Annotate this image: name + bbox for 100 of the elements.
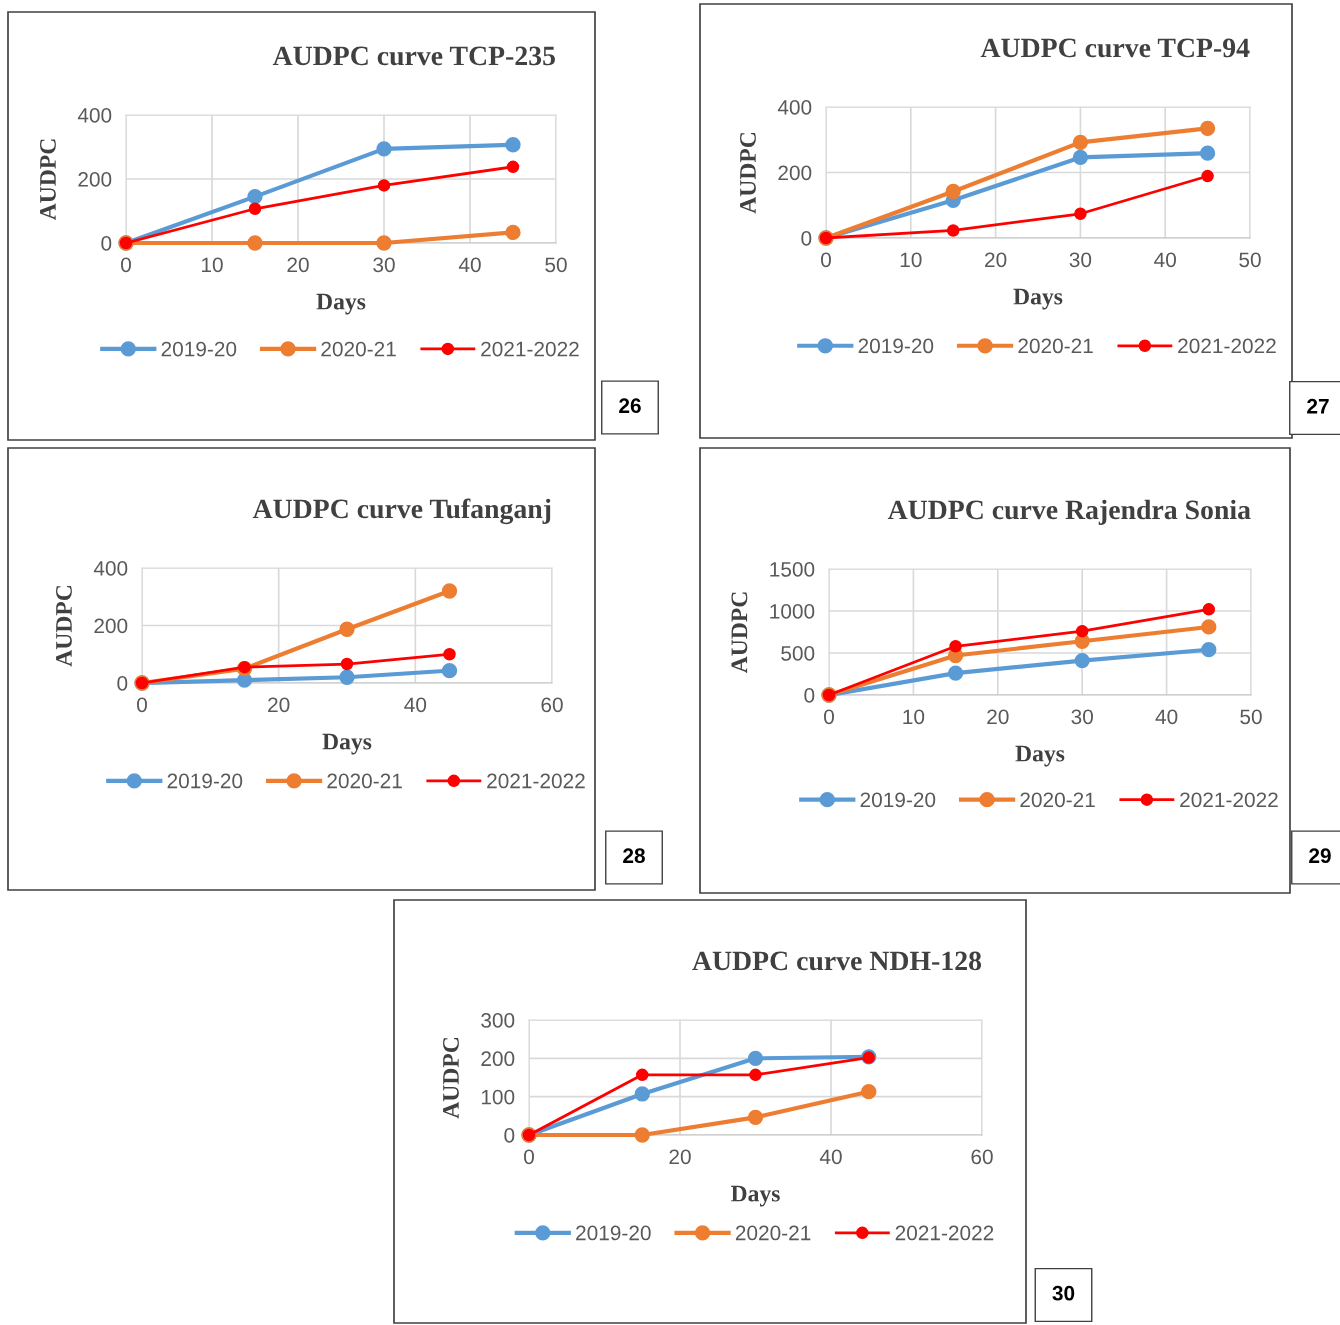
point [1072,134,1089,151]
point [505,224,521,241]
y-tick-label: 400 [777,100,812,115]
x-axis-title: Days [1015,745,1065,767]
legend-label: 2020-21 [1020,792,1095,808]
x-tick-label: 20 [987,709,1009,725]
text: 28 [623,848,645,864]
point [1201,169,1214,183]
point [1074,652,1090,669]
point [635,1068,649,1082]
point [945,183,961,200]
legend-label: 2020-21 [1018,338,1093,354]
point [1075,624,1089,638]
x-axis-title: Days [1013,288,1063,310]
y-axis-title: AUDPC [731,592,748,674]
legend-label: 2019-20 [858,338,934,354]
x-tick-label: 40 [1154,252,1176,268]
y-tick-label: 400 [77,108,112,123]
legend-label: 2021-2022 [481,341,579,357]
point [377,179,391,192]
point [1199,145,1216,161]
point [747,1109,764,1126]
point [861,1084,877,1100]
y-axis-title: AUDPC [56,585,72,667]
legend-label: 2021-2022 [1180,792,1278,808]
x-tick-label: 60 [971,1149,993,1165]
point [443,647,456,661]
chart-title: AUDPC curve Rajendra Sonia [887,499,1251,525]
point [634,1086,650,1102]
x-tick-label: 30 [373,257,395,273]
x-tick-label: 40 [458,257,481,273]
x-tick-label: 10 [903,709,925,725]
x-tick-label: 50 [545,257,567,273]
point [376,235,392,251]
x-tick-label: 20 [268,697,290,713]
x-tick-label: 20 [669,1149,691,1165]
legend-label: 2020-21 [735,1225,811,1241]
x-tick-label: 50 [1240,709,1262,725]
x-tick-label: 40 [1155,709,1178,725]
point [339,621,355,637]
legend-label: 2019-20 [860,792,936,808]
text: 30 [1052,1285,1075,1301]
chart-title: AUDPC curve NDH-128 [692,951,982,971]
x-axis-title: Days [730,1185,780,1207]
point [1199,120,1216,136]
y-tick-label: 0 [504,1128,515,1143]
point [376,141,392,157]
point [1201,642,1217,658]
text: 29 [1309,848,1331,864]
chart-title: AUDPC curve Tufanganj [252,498,551,525]
y-tick-label: 200 [481,1051,515,1067]
legend-label: 2020-21 [321,341,396,357]
point [441,662,458,679]
y-tick-label: 0 [101,236,112,251]
point [248,202,262,216]
x-tick-label: 0 [524,1149,534,1165]
point [1201,619,1217,635]
point [505,137,521,153]
x-tick-label: 10 [202,257,223,273]
point [946,224,960,237]
y-tick-label: 200 [778,165,812,181]
y-axis-title: AUDPC [443,1037,459,1119]
point [340,657,354,671]
point [747,1050,764,1066]
legend-label: 2019-20 [167,773,243,789]
legend-label: 2020-21 [327,773,402,789]
legend-label: 2021-2022 [1178,338,1276,354]
y-tick-label: 400 [93,561,128,576]
y-tick-label: 1000 [770,604,815,619]
point [634,1127,650,1143]
y-tick-label: 200 [78,172,112,187]
x-tick-label: 0 [824,709,834,725]
y-tick-label: 0 [117,676,128,691]
x-tick-label: 0 [137,697,147,713]
point [947,665,964,681]
legend-label: 2019-20 [161,341,237,357]
y-axis-title: AUDPC [740,132,756,214]
x-tick-label: 30 [1069,252,1092,268]
x-tick-label: 40 [404,697,427,713]
x-tick-label: 0 [821,252,831,268]
chart-title: AUDPC curve TCP-235 [272,46,555,66]
point [506,160,520,174]
chart-title: AUDPC curve TCP-94 [980,38,1250,58]
x-axis-title: Days [316,293,366,315]
x-tick-label: 30 [1071,709,1093,725]
point [1074,207,1087,221]
point [339,669,355,685]
text: 27 [1307,398,1329,414]
x-tick-label: 40 [819,1149,842,1165]
legend-label: 2019-20 [576,1225,651,1241]
point [1202,603,1216,616]
point [749,1068,762,1082]
legend-label: 2021-2022 [895,1225,994,1241]
x-tick-label: 20 [985,252,1007,268]
y-axis-title: AUDPC [40,139,56,221]
x-tick-label: 60 [541,697,563,713]
text: 26 [619,398,641,414]
point [247,235,263,251]
x-tick-label: 50 [1239,252,1261,268]
y-tick-label: 500 [781,646,815,661]
